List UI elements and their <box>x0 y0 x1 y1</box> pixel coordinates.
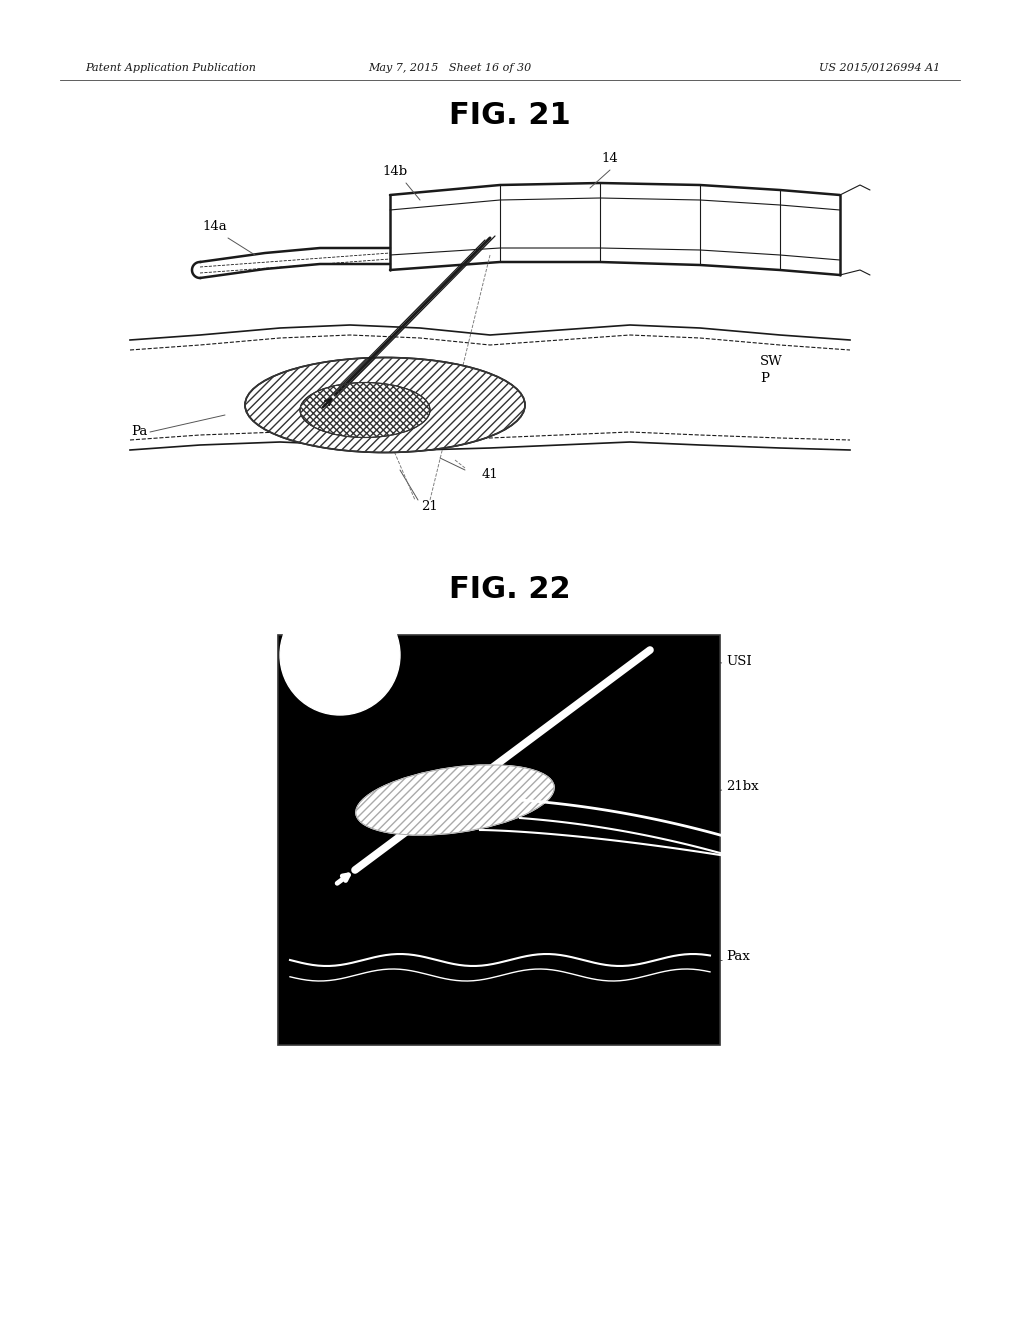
Text: FIG. 21: FIG. 21 <box>448 100 571 129</box>
Ellipse shape <box>356 764 553 836</box>
Text: 14a: 14a <box>203 220 227 234</box>
Text: Patent Application Publication: Patent Application Publication <box>85 63 256 73</box>
Text: US 2015/0126994 A1: US 2015/0126994 A1 <box>818 63 940 73</box>
Text: 14b: 14b <box>382 165 408 178</box>
Text: Pax: Pax <box>726 950 749 964</box>
Ellipse shape <box>300 383 430 437</box>
Text: USI: USI <box>726 655 751 668</box>
Text: P: P <box>759 372 768 385</box>
Text: 41: 41 <box>481 469 498 480</box>
Ellipse shape <box>245 358 525 453</box>
Text: May 7, 2015   Sheet 16 of 30: May 7, 2015 Sheet 16 of 30 <box>368 63 531 73</box>
Text: 21bx: 21bx <box>726 780 758 793</box>
Text: 14: 14 <box>601 152 618 165</box>
Circle shape <box>280 595 399 715</box>
Bar <box>278 635 719 1045</box>
Text: Pa: Pa <box>131 425 148 438</box>
Text: FIG. 22: FIG. 22 <box>448 576 571 605</box>
Text: SW: SW <box>759 355 782 368</box>
Text: 21: 21 <box>421 500 438 513</box>
